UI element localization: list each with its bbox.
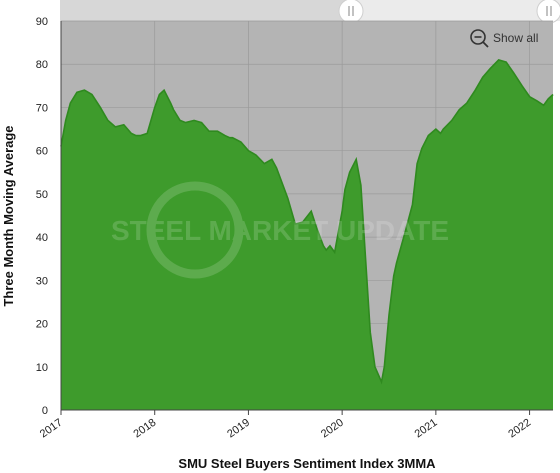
watermark-logo: STEEL MARKET UPDATE — [111, 181, 449, 279]
x-tick-label: 2017 — [38, 417, 65, 441]
show-all-button[interactable]: Show all — [470, 29, 538, 48]
y-tick-label: 50 — [36, 189, 48, 201]
y-tick-label: 80 — [36, 59, 48, 71]
area-layer — [60, 58, 554, 411]
y-tick-label: 60 — [36, 146, 48, 158]
x-tick-label: 2019 — [225, 417, 252, 441]
y-tick-label: 40 — [36, 232, 48, 244]
y-tick-label: 0 — [42, 405, 48, 417]
show-all-label: Show all — [493, 31, 538, 45]
x-axis-title: SMU Steel Buyers Sentiment Index 3MMA — [178, 456, 436, 471]
y-tick-label: 20 — [36, 319, 48, 331]
y-tick-labels: 0 10 20 30 40 50 60 70 80 90 — [36, 16, 48, 417]
x-tick-labels: 2017 2018 2019 2020 2021 2022 — [38, 410, 533, 441]
range-handle-left[interactable] — [338, 0, 364, 24]
axes — [60, 21, 553, 411]
series-line — [60, 58, 554, 385]
y-tick-label: 10 — [36, 362, 48, 374]
x-tick-label: 2022 — [506, 417, 533, 441]
y-axis-title: Three Month Moving Average — [1, 125, 16, 306]
y-tick-label: 70 — [36, 102, 48, 114]
y-tick-label: 30 — [36, 275, 48, 287]
x-tick-label: 2021 — [413, 417, 440, 441]
x-tick-label: 2018 — [131, 417, 158, 441]
y-tick-label: 90 — [36, 16, 48, 28]
range-handle-right[interactable] — [536, 0, 560, 24]
watermark-text: STEEL MARKET UPDATE — [111, 215, 449, 246]
x-tick-label: 2020 — [319, 417, 346, 441]
series-area-fill — [61, 59, 553, 411]
range-navigator-selection[interactable] — [60, 0, 350, 21]
zoom-out-icon — [470, 29, 489, 48]
